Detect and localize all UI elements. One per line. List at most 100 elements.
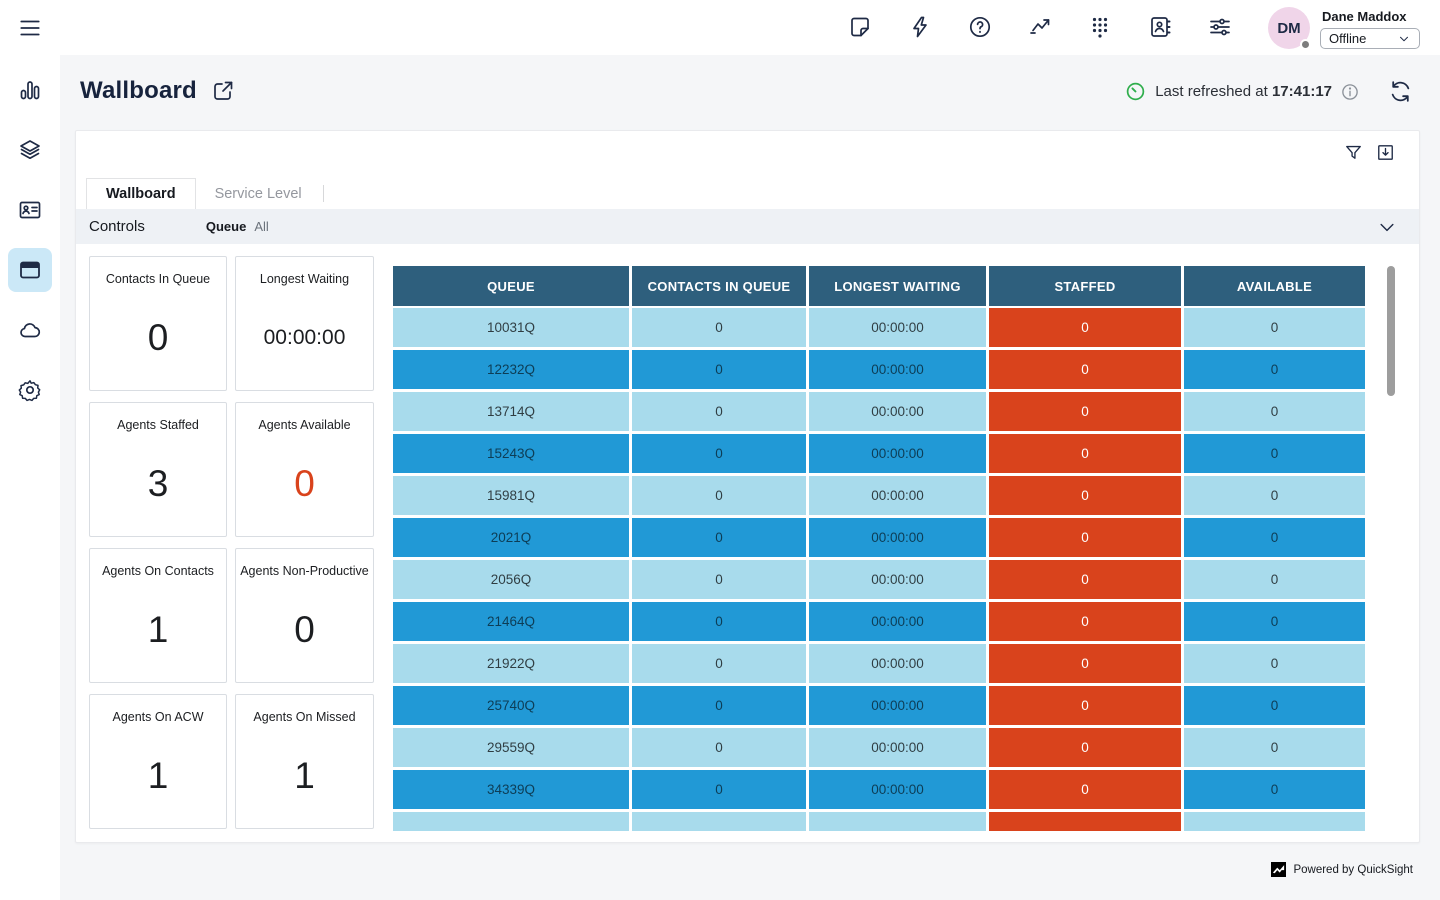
kpi-label: Agents On Missed xyxy=(253,710,356,724)
value-cell: 0 xyxy=(632,350,806,389)
value-cell: 00:00:00 xyxy=(809,644,986,683)
quick-connects-icon[interactable] xyxy=(908,15,932,39)
kpi-value: 0 xyxy=(294,609,315,650)
queue-name-cell: 29559Q xyxy=(393,728,629,767)
value-cell: 00:00:00 xyxy=(809,392,986,431)
value-cell: 0 xyxy=(989,602,1181,641)
kpi-card: Agents Staffed 3 xyxy=(89,402,227,537)
kpi-card: Longest Waiting 00:00:00 xyxy=(235,256,374,391)
kpi-card: Agents On Missed 1 xyxy=(235,694,374,829)
kpi-label: Longest Waiting xyxy=(259,272,350,286)
kpi-label: Agents On Contacts xyxy=(102,564,214,578)
value-cell: 0 xyxy=(632,686,806,725)
value-cell: 0 xyxy=(989,770,1181,809)
settings-sliders-icon[interactable] xyxy=(1208,15,1232,39)
value-cell: 0 xyxy=(1184,686,1365,725)
value-cell: 0 xyxy=(632,308,806,347)
refresh-button[interactable] xyxy=(1388,79,1413,104)
kpi-label: Agents On ACW xyxy=(112,710,204,724)
value-cell: 0 xyxy=(632,728,806,767)
controls-label: Controls xyxy=(89,218,145,235)
value-cell: 0 xyxy=(1184,350,1365,389)
value-cell: 0 xyxy=(1184,560,1365,599)
directory-icon[interactable] xyxy=(1148,15,1172,39)
kpi-card: Agents On Contacts 1 xyxy=(89,548,227,683)
kpi-card: Contacts In Queue 0 xyxy=(89,256,227,391)
top-header-bar: DM Dane Maddox Offline xyxy=(0,0,1440,55)
powered-by-text: Powered by QuickSight xyxy=(1293,863,1413,876)
page-header: Wallboard Last refreshed at 17:41:17 xyxy=(60,55,1440,130)
value-cell: 0 xyxy=(632,602,806,641)
table-header-cell[interactable]: CONTACTS IN QUEUE xyxy=(632,266,806,306)
sidebar-item-layers[interactable] xyxy=(8,128,52,172)
kpi-card: Agents On ACW 1 xyxy=(89,694,227,829)
sidebar-item-wallboard[interactable] xyxy=(8,248,52,292)
value-cell: 0 xyxy=(632,434,806,473)
help-icon[interactable] xyxy=(968,15,992,39)
value-cell: 0 xyxy=(989,560,1181,599)
queue-name-cell: 12232Q xyxy=(393,350,629,389)
value-cell: 0 xyxy=(989,686,1181,725)
value-cell: 0 xyxy=(1184,602,1365,641)
sheet-tabbar: Wallboard Service Level xyxy=(76,178,1419,209)
notes-icon[interactable] xyxy=(848,15,872,39)
value-cell: 00:00:00 xyxy=(809,434,986,473)
hamburger-menu-icon[interactable] xyxy=(17,15,43,41)
sidebar-item-cloud[interactable] xyxy=(8,308,52,352)
value-cell xyxy=(1184,812,1365,831)
value-cell: 0 xyxy=(989,476,1181,515)
tab-wallboard[interactable]: Wallboard xyxy=(86,178,196,209)
sidebar-item-contacts[interactable] xyxy=(8,188,52,232)
tab-service-level[interactable]: Service Level xyxy=(214,185,302,202)
queue-name-cell: 34339Q xyxy=(393,770,629,809)
queue-name-cell: 10031Q xyxy=(393,308,629,347)
value-cell: 0 xyxy=(989,728,1181,767)
queue-name-cell: 15981Q xyxy=(393,476,629,515)
value-cell: 0 xyxy=(1184,434,1365,473)
queue-filter-value[interactable]: All xyxy=(254,219,269,234)
value-cell: 00:00:00 xyxy=(809,602,986,641)
external-link-icon[interactable] xyxy=(211,79,235,103)
chevron-down-icon xyxy=(1397,32,1411,46)
filter-icon[interactable] xyxy=(1344,143,1363,162)
value-cell: 0 xyxy=(989,434,1181,473)
table-scrollbar-thumb[interactable] xyxy=(1387,266,1395,396)
value-cell: 00:00:00 xyxy=(809,476,986,515)
value-cell: 0 xyxy=(1184,644,1365,683)
dialpad-icon[interactable] xyxy=(1088,15,1112,39)
powered-by-quicksight: Powered by QuickSight xyxy=(1271,862,1413,877)
value-cell: 0 xyxy=(1184,518,1365,557)
value-cell: 0 xyxy=(1184,728,1365,767)
dashboard-card: Wallboard Service Level Controls Queue A… xyxy=(75,130,1420,843)
queue-name-cell: 21464Q xyxy=(393,602,629,641)
value-cell: 0 xyxy=(1184,770,1365,809)
last-refreshed-time: 17:41:17 xyxy=(1271,83,1332,100)
table-header-cell[interactable]: QUEUE xyxy=(393,266,629,306)
queue-table: QUEUE CONTACTS IN QUEUE LONGEST WAITING STA… xyxy=(393,266,1366,831)
queue-name-cell: 25740Q xyxy=(393,686,629,725)
table-header-cell[interactable]: AVAILABLE xyxy=(1184,266,1365,306)
value-cell: 0 xyxy=(989,392,1181,431)
top-icon-row xyxy=(848,15,1232,39)
controls-collapse-icon[interactable] xyxy=(1377,217,1397,237)
kpi-value: 3 xyxy=(147,463,169,504)
kpi-value: 1 xyxy=(147,755,169,796)
value-cell: 00:00:00 xyxy=(809,560,986,599)
sidebar-item-settings[interactable] xyxy=(8,368,52,412)
status-select[interactable]: Offline xyxy=(1320,28,1420,49)
table-header-cell[interactable]: LONGEST WAITING xyxy=(809,266,986,306)
kpi-grid: Contacts In Queue 0 Longest Waiting 00:0… xyxy=(89,256,375,829)
metrics-icon[interactable] xyxy=(1028,15,1052,39)
value-cell: 0 xyxy=(632,476,806,515)
value-cell: 0 xyxy=(632,644,806,683)
refresh-timer-icon xyxy=(1125,81,1146,102)
kpi-value: 00:00:00 xyxy=(263,326,346,349)
value-cell xyxy=(809,812,986,831)
info-icon[interactable] xyxy=(1341,83,1359,101)
kpi-card: Agents Available 0 xyxy=(235,402,374,537)
table-header-cell[interactable]: STAFFED xyxy=(989,266,1181,306)
export-icon[interactable] xyxy=(1376,143,1395,162)
value-cell: 0 xyxy=(1184,392,1365,431)
value-cell: 0 xyxy=(989,518,1181,557)
sidebar-item-analytics[interactable] xyxy=(8,68,52,112)
